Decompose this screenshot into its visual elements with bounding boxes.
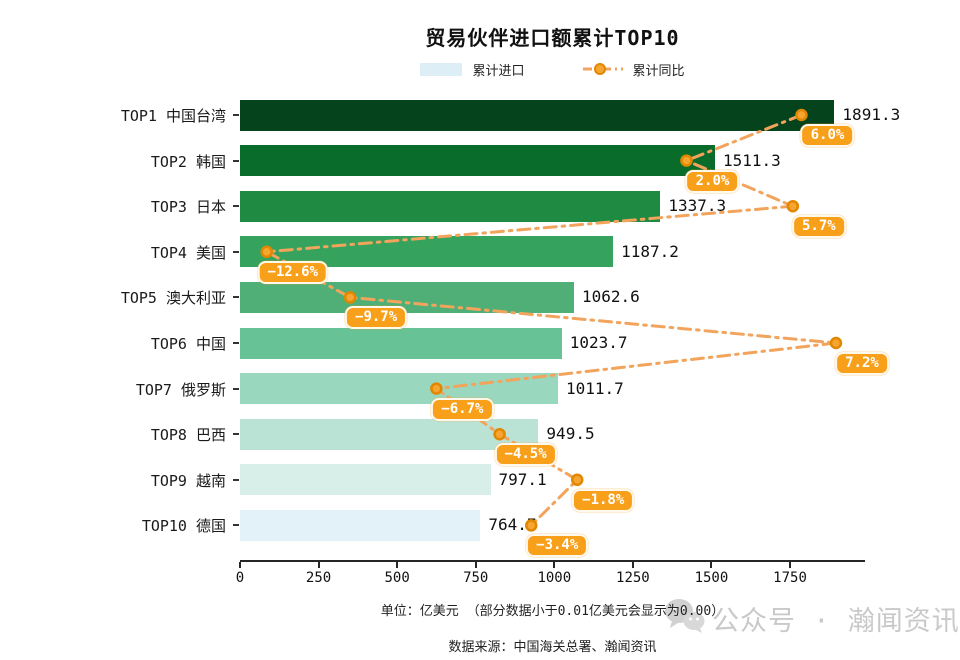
import-bar [240,509,481,541]
category-label: TOP6 中国 [150,335,226,353]
x-tick-label: 1500 [694,570,729,586]
category-label: TOP8 巴西 [150,426,226,445]
y-tick [233,250,239,253]
bar-value-label: 1187.2 [621,241,679,261]
category-label: TOP4 美国 [150,243,226,262]
import-bar [240,373,558,405]
y-tick [233,433,239,436]
bar-value-label: 949.5 [546,424,595,444]
legend-item-yoy: 累计同比 [582,60,685,79]
bar-value-label: 1337.3 [668,196,727,216]
x-tick-label: 1750 [773,570,807,586]
watermark-text: 公众号 · 瀚闻资讯 [712,606,960,637]
import-bar [240,418,539,450]
y-tick [233,478,239,481]
y-tick [233,296,239,299]
import-bar [240,281,574,313]
yoy-badge: −12.6% [257,260,329,284]
bar-value-label: 1011.7 [565,378,624,398]
dashdot-line-icon [582,62,623,76]
x-tick [553,562,556,568]
data-source-note: 数据来源：中国海关总署、瀚闻资讯 [448,640,657,655]
x-tick-label: 0 [235,570,245,586]
import-bar [240,190,661,222]
x-tick [631,562,634,568]
y-tick [233,342,239,344]
y-tick [233,159,239,162]
import-bar [240,327,562,359]
y-tick [233,114,239,116]
bar-value-label: 1023.7 [569,333,628,352]
bar-value-label: 1511.3 [723,150,781,170]
legend-yoy-label: 累计同比 [632,63,685,79]
bar-value-label: 1891.3 [842,105,901,124]
yoy-badge: −6.7% [431,397,494,421]
chart-title: 贸易伙伴进口额累计TOP10 [425,26,680,50]
yoy-badge: 2.0% [685,169,740,193]
x-tick-label: 1250 [616,570,650,586]
category-label: TOP5 澳大利亚 [120,289,226,308]
bar-swatch-icon [420,62,463,76]
yoy-badge: −1.8% [572,488,635,512]
bar-value-label: 797.1 [498,469,547,489]
yoy-badge: 5.7% [791,215,846,239]
x-tick [239,562,241,568]
category-label: TOP10 德国 [141,517,226,536]
x-tick-label: 500 [384,570,410,586]
y-tick [233,205,239,208]
yoy-badge: 6.0% [800,124,855,147]
y-tick [233,387,239,390]
x-tick [396,562,399,568]
import-bar [240,464,491,496]
import-bar [240,145,715,177]
x-tick [474,562,477,568]
yoy-badge: 7.2% [835,352,889,375]
legend-item-import: 累计进口 [420,60,525,79]
yoy-marker [829,336,843,350]
x-tick [317,562,320,568]
x-tick [789,562,792,568]
category-label: TOP2 韩国 [150,152,226,171]
y-tick [233,524,239,527]
category-label: TOP3 日本 [150,198,226,217]
bar-value-label: 764.7 [488,515,537,535]
wechat-icon [662,596,706,641]
category-label: TOP7 俄罗斯 [135,380,226,399]
bar-value-label: 1062.6 [581,287,640,307]
unit-note: 单位：亿美元 （部分数据小于0.01亿美元会显示为0.00） [380,604,725,619]
yoy-marker [570,473,584,487]
watermark: 公众号 · 瀚闻资讯 [662,596,960,641]
x-tick-label: 250 [305,570,332,586]
yoy-badge: −9.7% [345,306,408,330]
category-label: TOP9 越南 [150,471,226,490]
legend: 累计进口 累计同比 [240,58,865,80]
category-label: TOP1 中国台湾 [120,107,226,125]
x-tick-label: 1000 [537,570,572,586]
yoy-badge: −3.4% [526,534,589,558]
import-bar [240,99,835,131]
legend-import-label: 累计进口 [472,63,525,79]
yoy-marker [786,199,800,213]
x-tick [710,562,713,568]
yoy-badge: −4.5% [494,443,557,467]
x-tick-label: 750 [463,570,489,586]
x-axis [240,560,865,562]
